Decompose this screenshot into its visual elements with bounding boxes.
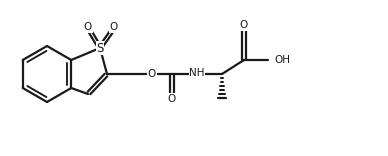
Text: O: O <box>168 94 176 104</box>
Text: O: O <box>240 20 248 30</box>
Text: O: O <box>110 22 118 32</box>
Text: OH: OH <box>274 55 290 65</box>
Text: NH: NH <box>189 68 205 78</box>
Text: S: S <box>96 41 104 54</box>
Text: O: O <box>148 69 156 79</box>
Text: O: O <box>84 22 92 32</box>
